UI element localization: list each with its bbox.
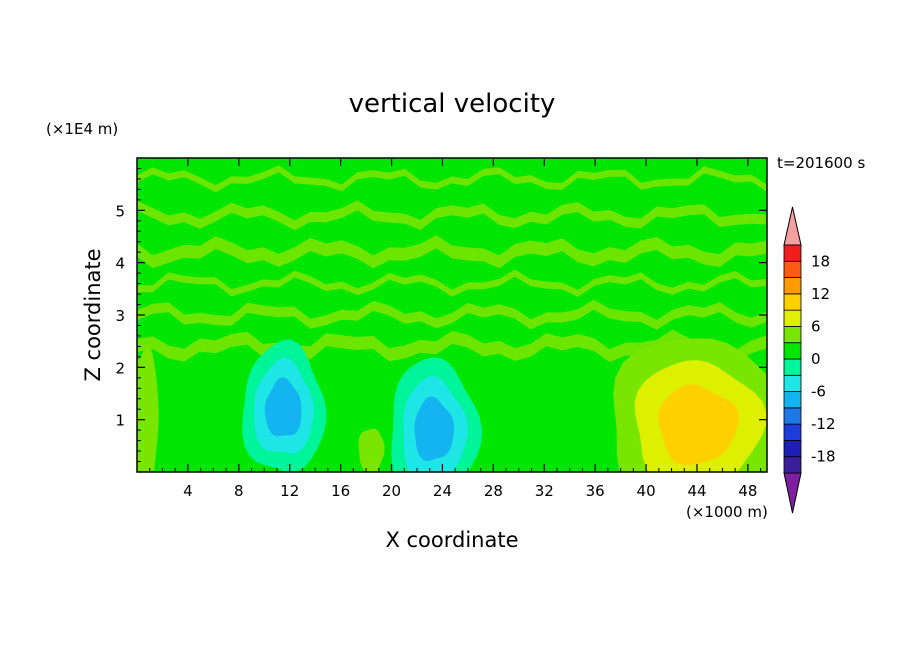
colorbar-segment bbox=[783, 423, 802, 441]
downdraft-cell-0-2 bbox=[264, 377, 302, 437]
y-axis-label: Z coordinate bbox=[81, 248, 105, 381]
colorbar-label-6: 6 bbox=[811, 317, 821, 335]
band-4 bbox=[137, 299, 767, 330]
colorbar-segment bbox=[783, 358, 802, 376]
y-unit-label: (×1E4 m) bbox=[46, 120, 118, 138]
colorbar-segment bbox=[783, 456, 802, 474]
colorbar-segment bbox=[783, 326, 802, 344]
downdraft-cell-1-2 bbox=[414, 396, 454, 462]
x-tick-label-44: 44 bbox=[687, 482, 706, 500]
x-tick-label-16: 16 bbox=[331, 482, 350, 500]
y-axis-ticks: 1 2 3 4 5 bbox=[115, 167, 767, 463]
x-tick-label-24: 24 bbox=[433, 482, 452, 500]
colorbar-label--18: -18 bbox=[811, 448, 836, 466]
x-tick-label-8: 8 bbox=[234, 482, 244, 500]
y-tick-label-3: 3 bbox=[115, 307, 125, 325]
chart-title: vertical velocity bbox=[349, 89, 556, 119]
x-tick-label-20: 20 bbox=[382, 482, 401, 500]
y-tick-label-5: 5 bbox=[115, 202, 125, 220]
colorbar-label-18: 18 bbox=[811, 252, 830, 270]
contour-field bbox=[137, 158, 767, 472]
colorbar-segment bbox=[783, 407, 802, 425]
updraft-cell-3-0 bbox=[358, 428, 385, 472]
band-3 bbox=[137, 269, 767, 297]
colorbar-segment bbox=[783, 391, 802, 409]
colorbar-segment bbox=[783, 374, 802, 392]
colorbar-segment bbox=[783, 309, 802, 327]
x-tick-label-4: 4 bbox=[183, 482, 193, 500]
colorbar-segment bbox=[783, 342, 802, 360]
x-axis-label: X coordinate bbox=[385, 528, 518, 552]
x-tick-label-40: 40 bbox=[637, 482, 656, 500]
y-tick-label-4: 4 bbox=[115, 255, 125, 273]
band-1 bbox=[137, 200, 767, 231]
band-2 bbox=[137, 235, 767, 269]
colorbar-segment bbox=[783, 293, 802, 311]
x-tick-label-32: 32 bbox=[535, 482, 554, 500]
x-tick-label-48: 48 bbox=[738, 482, 757, 500]
y-tick-label-2: 2 bbox=[115, 359, 125, 377]
velocity-cells bbox=[137, 338, 767, 472]
colorbar-extend-bottom bbox=[783, 472, 802, 514]
x-tick-label-28: 28 bbox=[484, 482, 503, 500]
updraft-cell-4-0 bbox=[137, 346, 159, 472]
band-0 bbox=[137, 165, 767, 193]
colorbar-segment bbox=[783, 277, 802, 295]
x-tick-label-12: 12 bbox=[280, 482, 299, 500]
time-label: t=201600 s bbox=[777, 154, 865, 172]
colorbar-segment bbox=[783, 244, 802, 262]
colorbar: -18 -12 -6 0 6 12 18 bbox=[783, 206, 836, 514]
updraft-cell-2-2 bbox=[657, 384, 739, 466]
colorbar-segment bbox=[783, 260, 802, 278]
x-unit-label: (×1000 m) bbox=[686, 503, 768, 521]
x-axis-ticks: 4 8 12 16 20 24 28 32 36 40 44 48 bbox=[149, 158, 762, 500]
colorbar-label-12: 12 bbox=[811, 285, 830, 303]
y-tick-label-1: 1 bbox=[115, 412, 125, 430]
colorbar-label--12: -12 bbox=[811, 415, 836, 433]
colorbar-label-0: 0 bbox=[811, 350, 821, 368]
colorbar-segment bbox=[783, 440, 802, 458]
colorbar-label--6: -6 bbox=[811, 383, 826, 401]
colorbar-extend-top bbox=[783, 206, 802, 246]
x-tick-label-36: 36 bbox=[586, 482, 605, 500]
